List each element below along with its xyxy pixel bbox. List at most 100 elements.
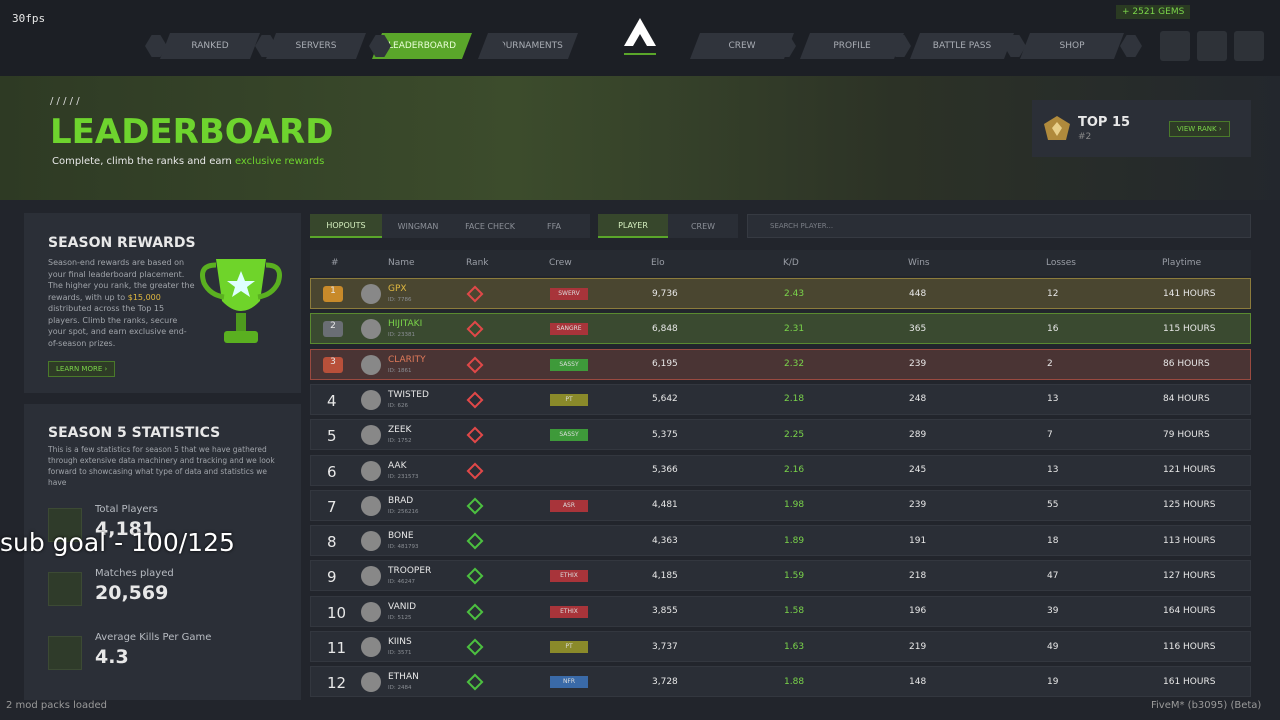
crew-tag: ETHIX (550, 570, 588, 583)
nav-icon (774, 35, 796, 57)
playtime: 84 HOURS (1163, 394, 1210, 405)
rank-icon (466, 320, 484, 338)
mode-tab[interactable]: FFA (547, 221, 561, 231)
wins: 248 (909, 394, 927, 405)
elo: 5,366 (652, 465, 678, 475)
rank-icon (466, 567, 484, 585)
rewards-text-a: Season-end rewards are based on your fin… (48, 258, 195, 302)
kd: 2.31 (784, 323, 805, 334)
settings-button[interactable] (1160, 31, 1190, 61)
subtitle-text: Complete, climb the ranks and earn (52, 156, 232, 167)
nav-item[interactable]: RANKED (160, 33, 260, 59)
mail-button[interactable] (1197, 31, 1227, 61)
player-name: AAK (388, 460, 407, 471)
nav-item[interactable]: PROFILE (800, 33, 904, 59)
player-name: TROOPER (388, 566, 432, 577)
wins: 245 (909, 465, 927, 475)
player-name: TWISTED (388, 389, 429, 400)
elo: 6,848 (652, 323, 678, 334)
position: 12 (327, 674, 347, 693)
table-row[interactable]: 5 ZEEK ID: 1752 SASSY 5,375 2.25 289 7 79 HOURS (310, 419, 1251, 451)
rank-icon (466, 462, 484, 479)
crew-tag: SASSY (550, 358, 588, 371)
losses: 18 (1047, 535, 1059, 546)
table-row[interactable]: 9 TROOPER ID: 46247 ETHIX 4,185 1.59 218 47 127 … (310, 560, 1251, 592)
table-row[interactable]: 1 GPX ID: 7786 SWERV 9,736 2.43 448 12 141 HOURS (310, 278, 1251, 309)
rewards-title: SEASON REWARDS (48, 235, 196, 251)
player-id: ID: 626 (388, 402, 408, 409)
hero-subtitle: Complete, climb the ranks and earn exclu… (52, 156, 324, 167)
footer-left: 2 mod packs loaded (6, 700, 107, 711)
wins: 448 (909, 288, 927, 299)
rank-icon (466, 285, 484, 303)
losses: 7 (1047, 429, 1053, 440)
losses: 19 (1047, 676, 1059, 687)
player-name: HIJITAKI (388, 319, 423, 330)
avatar (361, 319, 381, 340)
column-header: # (331, 258, 339, 268)
table-row[interactable]: 10 VANID ID: 5125 ETHIX 3,855 1.58 196 39 164 HO… (310, 595, 1251, 627)
losses: 16 (1047, 323, 1059, 334)
kd: 1.63 (784, 641, 805, 652)
wins: 148 (909, 676, 927, 687)
elo: 4,481 (652, 500, 678, 511)
wins: 196 (909, 606, 927, 617)
trophy (200, 259, 282, 343)
column-header: Rank (466, 258, 489, 268)
column-header: K/D (783, 258, 799, 268)
avatar (361, 284, 381, 304)
playtime: 125 HOURS (1163, 500, 1216, 511)
column-header: Elo (651, 258, 665, 268)
mode-tab[interactable]: WINGMAN (397, 221, 439, 231)
position: 4 (327, 391, 337, 410)
table-row[interactable]: 4 TWISTED ID: 626 PT 5,642 2.18 248 13 84 HOURS (310, 383, 1251, 415)
hero-slashes: / / / / / (50, 96, 80, 107)
table-row[interactable]: 12 ETHAN ID: 2484 NFR 3,728 1.88 148 19 161 HOUR… (310, 666, 1251, 698)
rank-icon (466, 532, 484, 550)
column-header: Crew (549, 258, 572, 268)
stats-panel: SEASON 5 STATISTICS This is a few statis… (24, 404, 301, 700)
avatar (361, 672, 381, 693)
table-row[interactable]: 8 BONE ID: 481793 4,363 1.89 191 18 113 HOURS (310, 525, 1251, 557)
player-id: ID: 1861 (388, 367, 412, 374)
rewards-amount: $15,000 (127, 292, 161, 302)
learn-more-button[interactable]: LEARN MORE › (48, 361, 116, 377)
friends-button[interactable] (1234, 31, 1264, 61)
playtime: 86 HOURS (1163, 359, 1210, 370)
position: 3 (323, 356, 343, 373)
mode-tab[interactable]: HOPOUTS (310, 214, 382, 238)
rank-icon (466, 356, 484, 374)
nav-item[interactable]: SERVERS (266, 33, 366, 59)
table-row[interactable]: 7 BRAD ID: 256216 ASR 4,481 1.98 239 55 125 HOUR… (310, 489, 1251, 521)
rank-icon (466, 673, 484, 691)
stat-label: Matches played (95, 568, 174, 579)
nav-item[interactable]: BATTLE PASS (910, 33, 1014, 59)
player-id: ID: 46247 (388, 579, 415, 586)
playtime: 161 HOURS (1163, 676, 1216, 687)
crew-tag: SWERV (550, 288, 588, 300)
position: 10 (327, 603, 347, 622)
table-row[interactable]: 6 AAK ID: 231573 5,366 2.16 245 13 121 HOURS (310, 454, 1251, 486)
playtime: 127 HOURS (1163, 570, 1216, 581)
nav-icon (1004, 35, 1026, 57)
view-tab[interactable]: PLAYER (598, 214, 668, 238)
position: 6 (327, 462, 337, 481)
elo: 9,736 (652, 288, 678, 299)
mode-tab[interactable]: FACE CHECK (465, 221, 515, 231)
table-row[interactable]: 3 CLARITY ID: 1861 SASSY 6,195 2.32 239 2 86 HOU… (310, 348, 1251, 380)
search-input[interactable]: SEARCH PLAYER... (747, 214, 1251, 238)
table-row[interactable]: 11 KIINS ID: 3571 PT 3,737 1.63 219 49 116 HOURS (310, 631, 1251, 662)
kd: 1.98 (784, 500, 805, 511)
kd: 2.43 (784, 288, 805, 299)
table-row[interactable]: 2 HIJITAKI ID: 23381 SANGRE 6,848 2.31 365 16 11… (310, 313, 1251, 345)
mode-tabs: HOPOUTS WINGMAN FACE CHECK FFA (310, 214, 590, 238)
nav-icon (1120, 35, 1142, 57)
view-rank-button[interactable]: VIEW RANK › (1169, 121, 1230, 137)
player-id: ID: 2484 (388, 685, 412, 692)
nav-item[interactable]: SHOP (1020, 33, 1124, 59)
rank-card: TOP 15 #2 VIEW RANK › (1032, 100, 1251, 157)
player-name: CLARITY (388, 354, 426, 365)
view-tab[interactable]: CREW (690, 221, 716, 231)
nav-icon (255, 35, 277, 57)
losses: 47 (1047, 570, 1059, 581)
